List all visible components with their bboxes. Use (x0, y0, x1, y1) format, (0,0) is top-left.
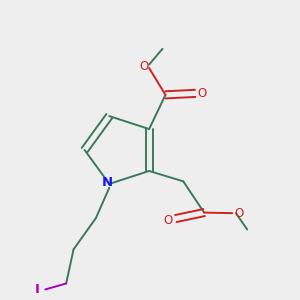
Text: O: O (139, 60, 148, 73)
Text: N: N (102, 176, 113, 189)
Text: O: O (164, 214, 173, 226)
Text: O: O (197, 87, 206, 100)
Text: O: O (234, 207, 244, 220)
Text: I: I (34, 283, 40, 296)
